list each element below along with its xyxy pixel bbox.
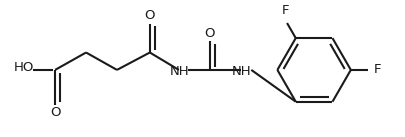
Text: F: F xyxy=(374,63,382,76)
Text: O: O xyxy=(145,9,155,22)
Text: F: F xyxy=(281,4,289,17)
Text: O: O xyxy=(205,27,215,40)
Text: NH: NH xyxy=(232,65,252,78)
Text: O: O xyxy=(50,106,60,119)
Text: NH: NH xyxy=(170,65,190,78)
Text: HO: HO xyxy=(14,62,34,75)
